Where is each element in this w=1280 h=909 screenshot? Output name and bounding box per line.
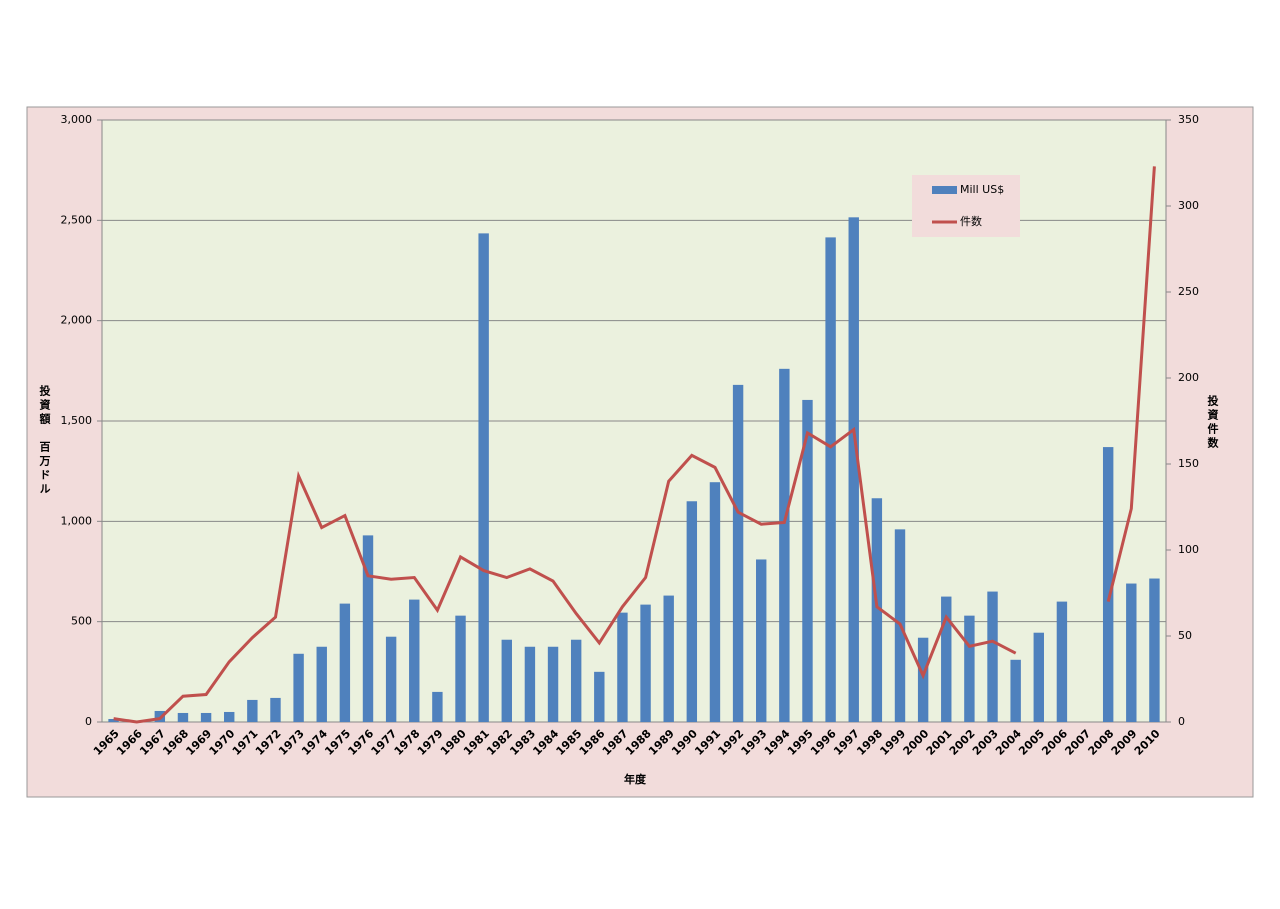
bar bbox=[1010, 659, 1021, 722]
bar bbox=[1033, 632, 1044, 722]
y2-tick-label: 0 bbox=[1178, 715, 1185, 728]
bar bbox=[802, 399, 813, 722]
y-tick-label: 0 bbox=[85, 715, 92, 728]
bar bbox=[1126, 583, 1137, 722]
y2-tick-label: 250 bbox=[1178, 285, 1199, 298]
legend-label: 件数 bbox=[960, 215, 982, 228]
y-axis-label: 投資額 百万ドル bbox=[38, 384, 52, 497]
bar bbox=[224, 711, 235, 722]
bar bbox=[686, 501, 698, 722]
x-axis-label: 年度 bbox=[624, 772, 647, 786]
bar bbox=[339, 603, 351, 722]
legend-box bbox=[912, 175, 1020, 237]
bar bbox=[709, 482, 721, 722]
bar bbox=[478, 233, 489, 723]
bar bbox=[547, 646, 559, 722]
y2-tick-label: 300 bbox=[1178, 199, 1199, 212]
bar bbox=[293, 653, 304, 722]
y2-tick-label: 100 bbox=[1178, 543, 1199, 556]
bar bbox=[316, 646, 327, 722]
bar bbox=[385, 636, 397, 722]
bar bbox=[524, 646, 536, 722]
y-tick-label: 500 bbox=[71, 615, 92, 628]
bar bbox=[200, 712, 212, 722]
y-tick-label: 1,500 bbox=[61, 414, 93, 427]
bar bbox=[1056, 601, 1068, 722]
bar bbox=[941, 596, 952, 722]
bar bbox=[501, 639, 512, 722]
bar bbox=[570, 639, 582, 722]
bar bbox=[362, 535, 374, 722]
bar bbox=[825, 237, 836, 722]
bar bbox=[964, 615, 975, 722]
y-tick-label: 2,000 bbox=[61, 314, 93, 327]
bar bbox=[409, 599, 420, 722]
bar bbox=[732, 384, 744, 722]
y2-axis-label: 投資件数 bbox=[1206, 394, 1219, 451]
bar bbox=[594, 671, 605, 722]
bar bbox=[455, 615, 466, 722]
bar bbox=[154, 710, 166, 722]
legend-label: Mill US$ bbox=[960, 183, 1004, 196]
legend-swatch bbox=[932, 186, 957, 194]
bar bbox=[987, 591, 998, 722]
bar bbox=[247, 699, 258, 722]
bar bbox=[640, 604, 651, 722]
y-tick-label: 2,500 bbox=[61, 213, 93, 226]
bar bbox=[108, 718, 119, 722]
bar bbox=[177, 712, 189, 722]
bar bbox=[1102, 447, 1114, 722]
bar bbox=[617, 612, 628, 722]
y2-tick-label: 50 bbox=[1178, 629, 1192, 642]
bar bbox=[756, 559, 767, 722]
bar bbox=[663, 595, 674, 722]
bar bbox=[779, 368, 790, 722]
y2-tick-label: 150 bbox=[1178, 457, 1199, 470]
y-tick-label: 1,000 bbox=[61, 514, 93, 527]
bar bbox=[848, 217, 859, 722]
y2-tick-label: 200 bbox=[1178, 371, 1199, 384]
bar bbox=[917, 637, 929, 722]
bar bbox=[871, 498, 883, 722]
bar bbox=[1149, 578, 1160, 722]
line bbox=[113, 166, 1156, 724]
y-tick-label: 3,000 bbox=[61, 113, 93, 126]
y2-tick-label: 350 bbox=[1178, 113, 1199, 126]
bar bbox=[270, 697, 281, 722]
bar bbox=[432, 691, 443, 722]
